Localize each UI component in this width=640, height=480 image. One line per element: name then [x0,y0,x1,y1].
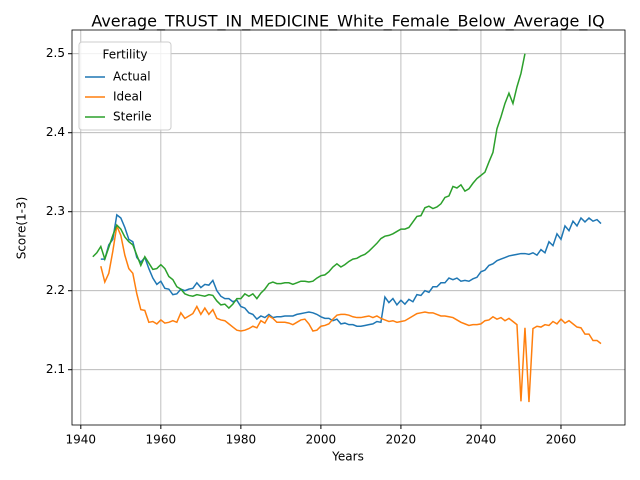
legend-box [78,41,172,131]
x-axis-label: Years [331,450,364,464]
x-tick-label: 1980 [226,433,257,447]
legend-label: Sterile [113,110,152,124]
x-tick-label: 1940 [66,433,97,447]
legend-title: Fertility [102,48,147,62]
y-axis-label: Score(1-3) [15,197,29,260]
x-tick-label: 1960 [146,433,177,447]
y-tick-label: 2.1 [46,362,65,376]
data-line [100,213,602,327]
x-tick-label: 2060 [546,433,577,447]
legend-label: Actual [113,70,151,84]
y-tick-label: 2.5 [46,46,65,60]
data-line [92,53,526,310]
chart-title: Average_TRUST_IN_MEDICINE_White_Female_B… [91,12,604,32]
plot-frame [71,29,626,426]
y-tick-label: 2.4 [46,125,65,139]
legend: Fertility Actual Ideal Sterile [78,41,172,131]
x-tick-label: 2000 [306,433,337,447]
y-tick-label: 2.2 [46,283,65,297]
x-tick-label: 2040 [466,433,497,447]
x-tick-label: 2020 [386,433,417,447]
data-line [100,223,602,403]
legend-label: Ideal [113,90,142,104]
y-tick-label: 2.3 [46,204,65,218]
